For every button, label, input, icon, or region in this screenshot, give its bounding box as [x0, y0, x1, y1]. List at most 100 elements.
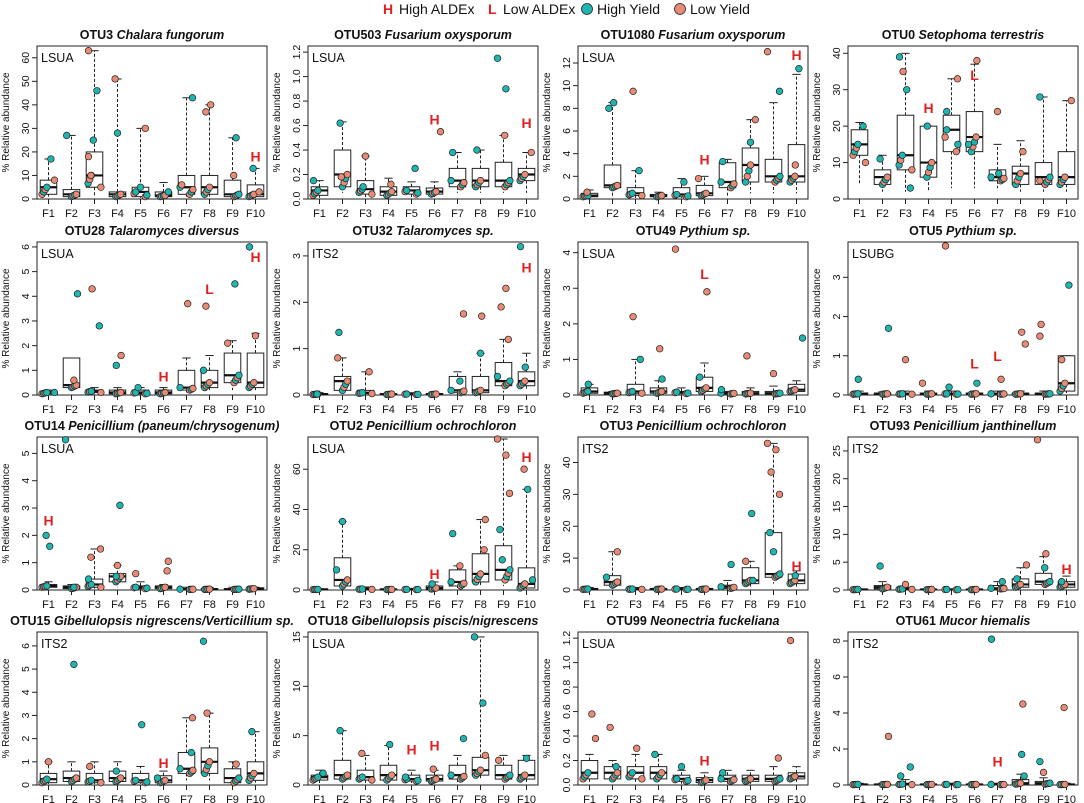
x-tick-label: F1: [42, 404, 55, 416]
data-point: [432, 188, 440, 196]
data-point: [972, 133, 980, 141]
data-point: [1061, 379, 1069, 387]
data-point: [428, 580, 436, 588]
aldex-marker: H: [429, 566, 439, 582]
y-tick-label: 4: [20, 478, 32, 484]
chart-title: OTU28 Talaromyces diversus: [65, 224, 240, 238]
data-point: [522, 754, 531, 762]
y-tick-label: 2: [831, 746, 843, 752]
data-point: [199, 366, 208, 374]
x-tick-label: F10: [1057, 404, 1076, 416]
x-tick-label: F2: [65, 404, 78, 416]
data-point: [943, 126, 951, 134]
data-point: [449, 148, 457, 157]
y-tick-label: 0: [831, 782, 843, 788]
data-point: [502, 85, 510, 93]
x-tick-label: F7: [721, 599, 734, 611]
data-point: [901, 356, 910, 364]
aldex-marker: H: [250, 149, 260, 165]
data-point: [602, 573, 611, 581]
region-label: LSUA: [41, 247, 74, 261]
region-label: ITS2: [582, 442, 608, 456]
data-point: [93, 87, 101, 95]
data-point: [1061, 173, 1069, 181]
x-tick-label: F9: [767, 208, 780, 220]
data-point: [205, 758, 214, 766]
y-tick-label: 0: [831, 196, 843, 202]
data-point: [113, 129, 122, 137]
data-point: [1016, 580, 1025, 589]
data-point: [1067, 96, 1075, 105]
y-tick-label: 3: [831, 274, 843, 280]
data-point: [743, 352, 751, 360]
x-tick-label: F9: [497, 599, 510, 611]
box-f10: [246, 352, 265, 389]
x-tick-label: F10: [1057, 599, 1076, 611]
data-point: [859, 122, 867, 130]
y-tick-label: 0.2: [291, 167, 303, 182]
data-point: [717, 583, 725, 591]
data-point: [459, 310, 468, 318]
data-point: [730, 776, 738, 784]
data-point: [719, 769, 727, 777]
data-point: [189, 585, 197, 593]
data-point: [70, 583, 78, 591]
x-tick-label: F9: [226, 404, 239, 416]
x-tick-label: F7: [180, 794, 193, 803]
plot-frame: [36, 436, 268, 591]
data-point: [388, 771, 396, 779]
y-tick-label: 20: [561, 520, 573, 532]
data-point: [987, 780, 995, 789]
x-tick-label: F4: [922, 794, 935, 803]
x-tick-label: F7: [991, 208, 1004, 220]
data-point: [95, 322, 103, 330]
x-tick-label: F4: [382, 794, 395, 803]
data-point: [43, 183, 51, 191]
data-point: [447, 386, 455, 395]
legend-low-yield-dot: [674, 3, 686, 15]
data-point: [899, 67, 907, 76]
x-tick-label: F3: [629, 794, 642, 803]
data-point: [928, 390, 936, 398]
legend: H High ALDEx L Low ALDEx High Yield Low …: [383, 1, 750, 17]
x-tick-label: F2: [606, 404, 619, 416]
data-point: [583, 188, 591, 196]
data-point: [1046, 173, 1054, 181]
data-point: [476, 176, 485, 185]
data-point: [952, 147, 960, 156]
chart-title-species: Penicillium ochrochloron: [636, 419, 786, 433]
data-point: [973, 56, 981, 65]
data-point: [447, 771, 455, 779]
x-tick-label: F9: [767, 404, 780, 416]
chart-title: OTU3 Chalara fungorum: [80, 28, 224, 42]
data-point: [358, 749, 366, 758]
data-point: [112, 361, 120, 370]
y-tick-label: 0: [20, 587, 32, 593]
data-point: [136, 183, 145, 191]
x-tick-label: F1: [853, 599, 866, 611]
x-tick-label: F9: [497, 794, 510, 803]
data-point: [97, 388, 105, 397]
data-point: [358, 585, 366, 593]
chart-title-species: Mucor hiemalis: [939, 614, 1030, 628]
data-point: [610, 99, 618, 107]
y-tick-label: 10: [831, 528, 843, 540]
data-point: [132, 776, 140, 785]
chart-panel-otu14-8: OTU14 Penicillium (paneum/chrysogenum) LS…: [1, 419, 279, 611]
data-point: [628, 387, 636, 396]
x-tick-label: F9: [767, 794, 780, 803]
data-point: [476, 386, 485, 395]
x-tick-label: F2: [606, 599, 619, 611]
y-axis-label: % Relative abundance: [542, 72, 553, 173]
aldex-marker: H: [429, 111, 439, 127]
y-tick-label: 2: [561, 321, 573, 327]
data-point: [769, 548, 778, 556]
y-tick-label: 1: [291, 346, 303, 352]
region-label: LSUA: [312, 442, 345, 456]
x-tick-label: F4: [652, 404, 665, 416]
x-tick-label: F6: [428, 404, 441, 416]
chart-title-species: Chalara fungorum: [117, 28, 225, 42]
data-point: [584, 380, 592, 388]
data-point: [1016, 169, 1025, 178]
